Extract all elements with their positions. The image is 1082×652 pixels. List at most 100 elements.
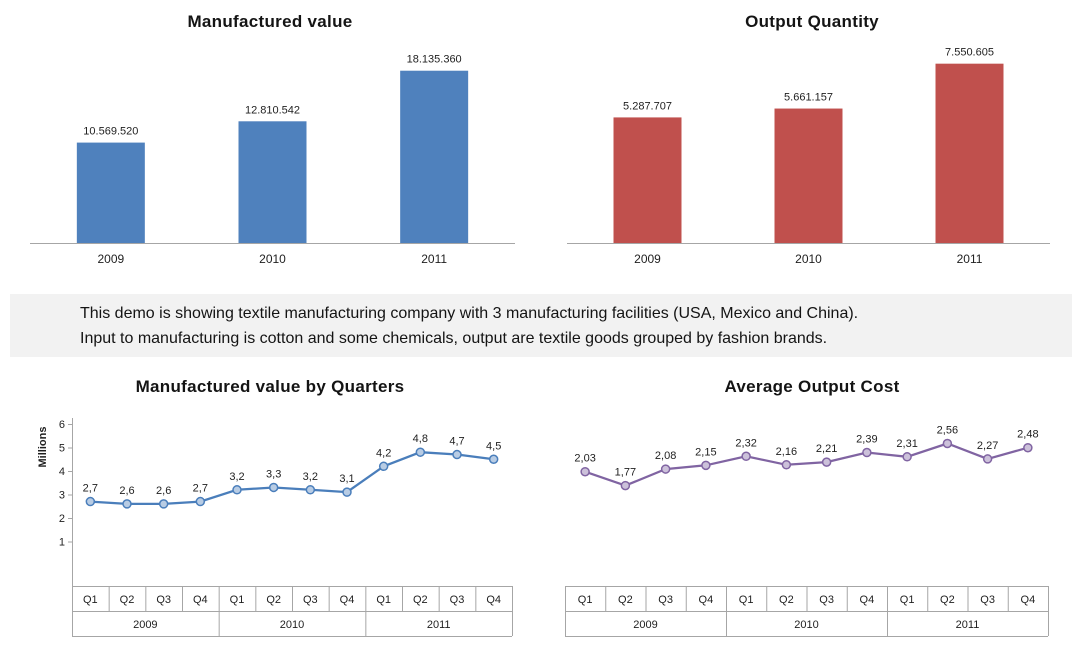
svg-text:Q4: Q4 bbox=[860, 594, 875, 606]
svg-text:2,56: 2,56 bbox=[937, 424, 958, 436]
svg-text:2011: 2011 bbox=[427, 619, 451, 631]
svg-text:2011: 2011 bbox=[421, 252, 447, 266]
svg-text:Q4: Q4 bbox=[486, 594, 501, 606]
svg-text:5.661.157: 5.661.157 bbox=[784, 92, 833, 104]
svg-text:Q2: Q2 bbox=[618, 594, 633, 606]
svg-text:2,6: 2,6 bbox=[119, 485, 134, 497]
svg-text:2010: 2010 bbox=[795, 252, 822, 266]
banner-line-2: Input to manufacturing is cotton and som… bbox=[80, 330, 828, 347]
svg-text:2010: 2010 bbox=[794, 619, 818, 631]
svg-text:4,8: 4,8 bbox=[413, 433, 428, 445]
svg-text:6: 6 bbox=[59, 419, 65, 431]
chart-title-output-quantity: Output Quantity bbox=[745, 12, 879, 31]
svg-text:Q3: Q3 bbox=[658, 594, 673, 606]
svg-text:2,31: 2,31 bbox=[896, 438, 917, 450]
svg-text:Q3: Q3 bbox=[156, 594, 171, 606]
svg-text:Q1: Q1 bbox=[83, 594, 98, 606]
svg-text:2009: 2009 bbox=[633, 619, 657, 631]
svg-text:2: 2 bbox=[59, 513, 65, 525]
chart-manufactured-value-by-quarters: 1 2 3 4 5 6 Millions Q1 Q2 Q3 Q4 Q1 Q2 Q3 Q4 Q1 Q2 Q3 Q4 20… bbox=[0, 365, 540, 652]
svg-text:1: 1 bbox=[59, 537, 65, 549]
svg-text:Q1: Q1 bbox=[376, 594, 391, 606]
svg-text:2,6: 2,6 bbox=[156, 485, 171, 497]
output-quantity-bar-canvas: 2009 2010 2011 5.287.707 5.661.157 7.550.605 bbox=[567, 47, 1050, 266]
svg-text:Q4: Q4 bbox=[340, 594, 355, 606]
bars bbox=[613, 63, 1004, 244]
series-line: 2,03 1,77 2,08 2,15 2,32 2,16 2,21 2,39 2,31 2,56… bbox=[574, 424, 1039, 491]
category-axis: 2009 2010 2011 bbox=[567, 243, 1050, 266]
svg-text:2,7: 2,7 bbox=[193, 483, 208, 495]
svg-text:2,16: 2,16 bbox=[776, 446, 797, 458]
svg-text:2010: 2010 bbox=[259, 252, 286, 266]
svg-text:2,48: 2,48 bbox=[1017, 429, 1038, 441]
output-cost-line-canvas: Q1 Q2 Q3 Q4 Q1 Q2 Q3 Q4 Q1 Q2 Q3 Q4 2009 2010 2011 2,03… bbox=[565, 424, 1049, 637]
category-table: Q1 Q2 Q3 Q4 Q1 Q2 Q3 Q4 Q1 Q2 Q3 Q4 2009 2010 2011 bbox=[72, 586, 513, 637]
data-labels: 5.287.707 5.661.157 7.550.605 bbox=[623, 47, 994, 113]
svg-text:4: 4 bbox=[59, 466, 65, 478]
svg-text:3,1: 3,1 bbox=[339, 473, 354, 485]
demo-description-banner: This demo is showing textile manufacturi… bbox=[10, 294, 1072, 357]
svg-text:2011: 2011 bbox=[956, 619, 980, 631]
svg-text:18.135.360: 18.135.360 bbox=[407, 54, 462, 66]
category-axis: 2009 2010 2011 bbox=[30, 243, 515, 266]
svg-text:2,39: 2,39 bbox=[856, 434, 877, 446]
svg-text:4,5: 4,5 bbox=[486, 440, 501, 452]
svg-text:Q3: Q3 bbox=[980, 594, 995, 606]
quarters-line-canvas: 1 2 3 4 5 6 Millions Q1 Q2 Q3 Q4 Q1 Q2 Q3 Q4 Q1 Q2 Q3 Q4 20… bbox=[37, 418, 513, 637]
chart-average-output-cost: Q1 Q2 Q3 Q4 Q1 Q2 Q3 Q4 Q1 Q2 Q3 Q4 2009 2010 2011 2,03… bbox=[542, 365, 1082, 652]
svg-text:Q4: Q4 bbox=[699, 594, 714, 606]
svg-text:5: 5 bbox=[59, 443, 65, 455]
bars bbox=[76, 70, 469, 243]
svg-text:3: 3 bbox=[59, 490, 65, 502]
chart-manufactured-value: 2009 2010 2011 10.569.520 12.810.542 18.135.3… bbox=[0, 0, 540, 292]
svg-text:2,32: 2,32 bbox=[735, 437, 756, 449]
svg-text:3,2: 3,2 bbox=[303, 471, 318, 483]
chart-output-quantity: 2009 2010 2011 5.287.707 5.661.157 7.550.605 … bbox=[542, 0, 1082, 292]
svg-text:Q2: Q2 bbox=[779, 594, 794, 606]
svg-text:5.287.707: 5.287.707 bbox=[623, 100, 672, 112]
category-table: Q1 Q2 Q3 Q4 Q1 Q2 Q3 Q4 Q1 Q2 Q3 Q4 2009 2010 2011 bbox=[565, 586, 1049, 637]
svg-text:Millions: Millions bbox=[37, 427, 49, 468]
chart-title-quarters: Manufactured value by Quarters bbox=[135, 377, 405, 396]
svg-text:2009: 2009 bbox=[634, 252, 661, 266]
series-line: 2,7 2,6 2,6 2,7 3,2 3,3 3,2 3,1 4,2 4,8 4,7 4,5 bbox=[83, 433, 501, 509]
svg-text:2,08: 2,08 bbox=[655, 450, 676, 462]
svg-text:Q3: Q3 bbox=[819, 594, 834, 606]
data-labels: 10.569.520 12.810.542 18.135.360 bbox=[83, 54, 461, 138]
svg-text:4,7: 4,7 bbox=[449, 436, 464, 448]
svg-text:2,21: 2,21 bbox=[816, 443, 837, 455]
svg-text:Q1: Q1 bbox=[739, 594, 754, 606]
svg-text:2,7: 2,7 bbox=[83, 483, 98, 495]
svg-text:3,2: 3,2 bbox=[229, 471, 244, 483]
svg-text:Q4: Q4 bbox=[1021, 594, 1036, 606]
value-axis: 1 2 3 4 5 6 Millions bbox=[37, 418, 73, 586]
chart-title-output-cost: Average Output Cost bbox=[724, 377, 900, 396]
svg-text:4,2: 4,2 bbox=[376, 447, 391, 459]
svg-text:7.550.605: 7.550.605 bbox=[945, 47, 994, 59]
svg-text:Q4: Q4 bbox=[193, 594, 208, 606]
svg-text:12.810.542: 12.810.542 bbox=[245, 104, 300, 116]
svg-text:2,15: 2,15 bbox=[695, 446, 716, 458]
svg-text:Q1: Q1 bbox=[230, 594, 245, 606]
svg-text:Q2: Q2 bbox=[266, 594, 281, 606]
svg-text:Q2: Q2 bbox=[413, 594, 428, 606]
svg-text:3,3: 3,3 bbox=[266, 468, 281, 480]
chart-title-manufactured-value: Manufactured value bbox=[187, 12, 353, 31]
svg-text:2,27: 2,27 bbox=[977, 440, 998, 452]
svg-text:10.569.520: 10.569.520 bbox=[83, 126, 138, 138]
svg-text:2009: 2009 bbox=[133, 619, 157, 631]
svg-text:Q1: Q1 bbox=[578, 594, 593, 606]
svg-text:Q3: Q3 bbox=[450, 594, 465, 606]
svg-text:2011: 2011 bbox=[957, 252, 983, 266]
svg-text:2010: 2010 bbox=[280, 619, 304, 631]
svg-text:Q2: Q2 bbox=[940, 594, 955, 606]
banner-line-1: This demo is showing textile manufacturi… bbox=[80, 305, 859, 322]
manufactured-value-bar-canvas: 2009 2010 2011 10.569.520 12.810.542 18.135.3… bbox=[30, 54, 515, 266]
svg-text:Q3: Q3 bbox=[303, 594, 318, 606]
svg-text:2,03: 2,03 bbox=[574, 453, 595, 465]
svg-text:1,77: 1,77 bbox=[615, 467, 636, 479]
svg-text:Q2: Q2 bbox=[120, 594, 135, 606]
svg-text:Q1: Q1 bbox=[900, 594, 915, 606]
svg-text:2009: 2009 bbox=[97, 252, 124, 266]
